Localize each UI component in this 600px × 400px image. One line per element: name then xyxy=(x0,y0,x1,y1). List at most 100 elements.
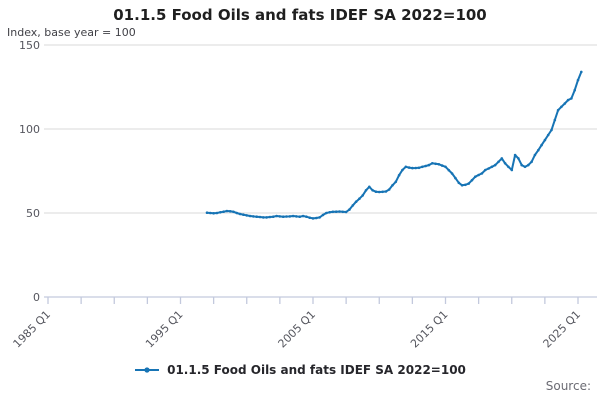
data-point-marker xyxy=(490,165,494,169)
legend-dot xyxy=(144,367,150,373)
data-point-marker xyxy=(387,188,391,191)
data-point-marker xyxy=(530,160,533,164)
data-point-marker xyxy=(368,185,371,189)
data-point-marker xyxy=(354,200,358,203)
data-point-marker xyxy=(288,215,292,218)
x-tick-label: 2025 Q1 xyxy=(541,308,584,351)
data-point-marker xyxy=(464,183,467,187)
data-point-marker xyxy=(381,190,384,194)
y-gridlines: 0 50 100 150 xyxy=(19,39,597,304)
data-point-marker xyxy=(219,211,222,214)
data-point-marker xyxy=(467,182,471,185)
data-point-marker xyxy=(480,172,484,175)
data-point-marker xyxy=(225,209,229,213)
data-point-marker xyxy=(242,213,245,216)
data-point-marker xyxy=(278,215,282,218)
data-point-marker xyxy=(401,168,404,172)
y-axis-unit-label: Index, base year = 100 xyxy=(7,26,136,39)
data-point-marker xyxy=(291,214,295,218)
legend-item[interactable]: 01.1.5 Food Oils and fats IDEF SA 2022=1… xyxy=(134,363,466,377)
data-point-marker xyxy=(513,153,517,157)
data-point-marker xyxy=(553,118,557,122)
data-point-marker xyxy=(318,216,321,219)
y-tick-label: 50 xyxy=(26,207,40,220)
data-point-marker xyxy=(444,165,447,169)
data-point-marker xyxy=(550,128,553,132)
data-point-marker xyxy=(298,215,302,218)
data-point-marker xyxy=(510,168,514,172)
data-point-marker xyxy=(527,163,530,167)
data-point-marker xyxy=(484,168,487,172)
data-point-marker xyxy=(391,184,394,187)
data-point-marker xyxy=(566,98,570,102)
data-point-marker xyxy=(209,211,212,215)
y-tick-label: 150 xyxy=(19,39,40,52)
data-point-marker xyxy=(308,216,312,219)
data-point-marker xyxy=(573,88,576,92)
data-point-marker xyxy=(457,181,461,185)
data-point-marker xyxy=(245,214,249,217)
data-point-marker xyxy=(411,166,414,170)
data-point-marker xyxy=(228,210,232,213)
data-point-marker xyxy=(358,197,361,200)
data-point-marker xyxy=(563,102,567,105)
data-point-marker xyxy=(328,211,331,214)
data-point-marker xyxy=(262,216,265,219)
data-point-marker xyxy=(543,138,547,142)
data-point-marker xyxy=(450,172,454,175)
data-point-marker xyxy=(258,215,262,219)
data-point-marker xyxy=(248,214,252,218)
data-point-marker xyxy=(560,105,563,109)
legend-label: 01.1.5 Food Oils and fats IDEF SA 2022=1… xyxy=(167,363,466,377)
data-point-marker xyxy=(407,166,411,169)
data-point-marker xyxy=(404,165,408,169)
data-point-marker xyxy=(275,214,278,218)
data-point-marker xyxy=(517,157,520,160)
data-point-marker xyxy=(295,215,298,218)
data-point-marker xyxy=(434,162,437,166)
data-point-marker xyxy=(397,173,401,177)
data-point-marker xyxy=(364,189,368,192)
data-point-marker xyxy=(374,190,378,193)
data-point-marker xyxy=(235,211,239,215)
x-tick-label: 2005 Q1 xyxy=(276,308,319,351)
data-point-marker xyxy=(394,180,398,184)
data-point-marker xyxy=(424,164,427,168)
y-tick-label: 100 xyxy=(19,123,40,136)
data-point-marker xyxy=(348,208,351,211)
data-point-marker xyxy=(580,70,583,74)
data-point-marker xyxy=(301,214,305,218)
data-point-marker xyxy=(477,173,480,177)
data-point-marker xyxy=(570,97,573,100)
data-point-marker xyxy=(540,143,543,147)
x-tick-label: 1995 Q1 xyxy=(143,308,186,351)
data-point-marker xyxy=(212,212,215,215)
series-food-oils xyxy=(205,70,583,220)
data-point-marker xyxy=(500,157,504,160)
data-point-marker xyxy=(537,148,540,152)
data-point-marker xyxy=(238,212,242,216)
data-point-marker xyxy=(507,165,510,169)
data-point-marker xyxy=(325,211,328,215)
data-point-marker xyxy=(440,164,444,167)
data-point-marker xyxy=(556,108,560,112)
data-point-marker xyxy=(378,190,381,194)
data-point-marker xyxy=(265,216,268,219)
data-point-marker xyxy=(334,210,338,213)
data-point-marker xyxy=(361,194,365,197)
x-axis: 1985 Q1 1995 Q1 2005 Q1 2015 Q1 2025 Q1 xyxy=(11,296,597,351)
data-point-marker xyxy=(497,160,500,164)
data-point-marker xyxy=(384,190,388,193)
data-point-marker xyxy=(460,184,464,187)
chart-title: 01.1.5 Food Oils and fats IDEF SA 2022=1… xyxy=(113,6,487,24)
data-point-marker xyxy=(311,217,315,220)
data-point-marker xyxy=(431,162,434,165)
data-point-marker xyxy=(454,176,457,180)
data-point-marker xyxy=(503,162,507,165)
data-point-marker xyxy=(520,163,523,167)
data-point-marker xyxy=(281,215,285,218)
data-point-marker xyxy=(523,165,527,169)
x-tick-label: 2015 Q1 xyxy=(408,308,451,351)
